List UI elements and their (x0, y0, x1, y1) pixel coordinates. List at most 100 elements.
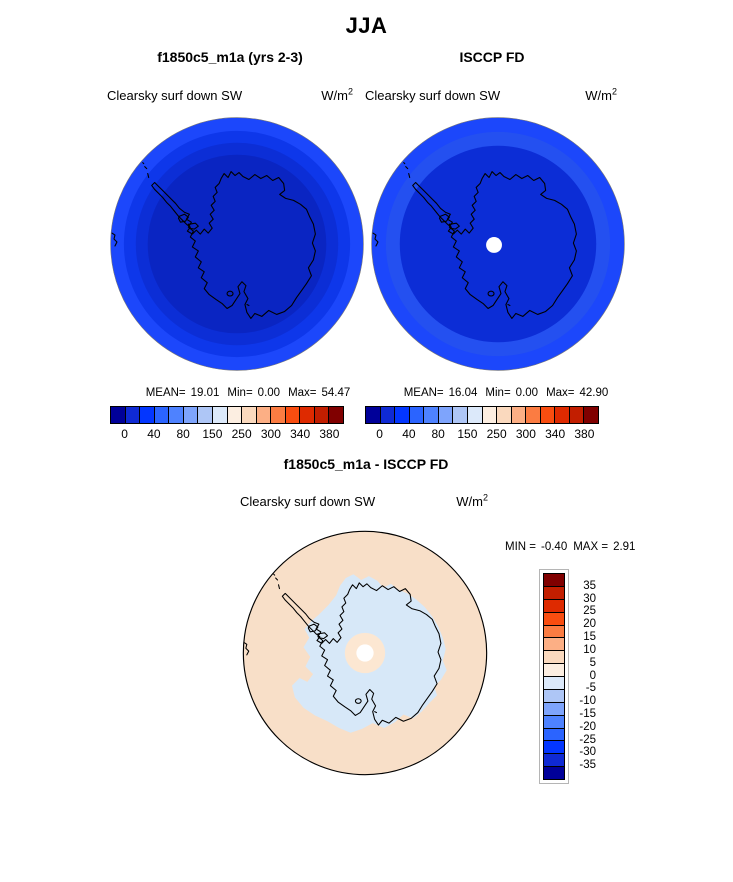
diff-colorbar-segment (544, 663, 564, 676)
season-title: JJA (345, 13, 388, 38)
colorbar-segment (211, 407, 227, 423)
obs-max-label: Max= (546, 387, 575, 399)
diff-colorbar-tick-label: -35 (579, 759, 596, 772)
colorbar-segment (270, 407, 285, 423)
diff-colorbar-segment (544, 598, 564, 612)
colorbar-segment (313, 407, 329, 423)
diff-colorbar-labels: 35 30 25 20 15 10 5 0 -5 -10 -15 -20 -25 -30 -35 (566, 573, 596, 778)
colorbar-tick-label: 380 (319, 427, 340, 441)
diff-colorbar-tick-label: -15 (579, 707, 596, 720)
obs-min-value: 0.00 (515, 387, 539, 399)
diff-colorbar-tick-label: 10 (583, 643, 596, 656)
model-max-value: 54.47 (321, 387, 351, 399)
diff-pole-dot (356, 644, 374, 662)
colorbar-segment (466, 407, 482, 423)
obs-subtitle-row: Clearsky surf down SW W/m2 (365, 86, 617, 103)
diff-colorbar-segment (544, 611, 564, 625)
colorbar-segment (452, 407, 467, 423)
colorbar-tick-label: 80 (431, 427, 445, 441)
colorbar-tick-label: 0 (376, 427, 383, 441)
colorbar-segment (481, 407, 497, 423)
diff-colorbar-tick-label: 15 (583, 631, 596, 644)
colorbar-segment (182, 407, 198, 423)
diff-colorbar-tick-label: -20 (579, 720, 596, 733)
colorbar-segment (525, 407, 540, 423)
colorbar-segment (168, 407, 183, 423)
colorbar-tick-label: 380 (574, 427, 595, 441)
colorbar-tick-label: 250 (231, 427, 252, 441)
diff-colorbar-segment (544, 727, 564, 741)
diff-colorbar-segment (544, 585, 564, 599)
colorbar-tick-label: 150 (202, 427, 223, 441)
colorbar-segment (328, 407, 343, 423)
obs-max-value: 42.90 (579, 387, 609, 399)
diff-colorbar-tick-label: -5 (585, 682, 596, 695)
diff-colorbar-tick-label: -10 (579, 695, 596, 708)
colorbar-segment (299, 407, 314, 423)
colorbar-segment (284, 407, 300, 423)
colorbar-segment (379, 407, 395, 423)
obs-colorbar-ticks: 0 40 80 150 250 300 340 380 (365, 427, 599, 441)
diff-colorbar-tick-label: 35 (583, 579, 596, 592)
colorbar-segment (423, 407, 438, 423)
model-subtitle-row: Clearsky surf down SW W/m2 (107, 86, 353, 103)
model-interior (147, 154, 327, 334)
colorbar-segment (437, 407, 453, 423)
diff-minmax-line: MIN = -0.40 MAX = 2.91 (505, 541, 635, 553)
obs-units-label: W/m2 (585, 86, 617, 103)
obs-mean-value: 16.04 (448, 387, 478, 399)
diff-colorbar-segment (544, 676, 564, 689)
diff-min-label: MIN = (505, 541, 536, 553)
diff-colorbar-tick-label: 25 (583, 605, 596, 618)
colorbar-segment (197, 407, 212, 423)
colorbar-segment (226, 407, 242, 423)
model-stats-line: MEAN= 19.01 Min= 0.00 Max= 54.47 (128, 387, 368, 399)
model-min-label: Min= (227, 387, 253, 399)
colorbar-segment (124, 407, 140, 423)
colorbar-tick-label: 0 (121, 427, 128, 441)
diff-colorbar-tick-label: 30 (583, 592, 596, 605)
obs-min-label: Min= (485, 387, 511, 399)
diff-max-label: MAX = (573, 541, 609, 553)
colorbar-segment (583, 407, 598, 423)
diff-colorbar-tick-label: 20 (583, 618, 596, 631)
colorbar-segment (496, 407, 511, 423)
diff-colorbar (543, 573, 565, 780)
diff-colorbar-tick-label: 5 (589, 656, 596, 669)
diff-colorbar-segment (544, 740, 564, 754)
diff-colorbar-segment (544, 688, 564, 702)
model-mean-value: 19.01 (190, 387, 220, 399)
diff-colorbar-segment (544, 766, 564, 779)
model-panel-title: f1850c5_m1a (yrs 2-3) (157, 49, 303, 65)
colorbar-segment (510, 407, 526, 423)
diff-colorbar-frame (539, 569, 569, 784)
diff-colorbar-segment (544, 753, 564, 767)
diff-colorbar-segment (544, 637, 564, 651)
colorbar-segment (255, 407, 271, 423)
colorbar-tick-label: 80 (176, 427, 190, 441)
diff-colorbar-segment (544, 574, 564, 586)
model-variable-label: Clearsky surf down SW (107, 88, 243, 103)
model-max-label: Max= (288, 387, 317, 399)
diff-colorbar-tick-label: -30 (579, 746, 596, 759)
colorbar-tick-label: 250 (486, 427, 507, 441)
colorbar-tick-label: 40 (147, 427, 161, 441)
diff-subtitle-row: Clearsky surf down SW W/m2 (240, 493, 488, 509)
colorbar-tick-label: 40 (402, 427, 416, 441)
model-units-label: W/m2 (321, 86, 353, 103)
diff-colorbar-segment (544, 650, 564, 664)
obs-stats-line: MEAN= 16.04 Min= 0.00 Max= 42.90 (386, 387, 626, 399)
model-colorbar (110, 406, 344, 424)
colorbar-segment (111, 407, 125, 423)
diff-panel-title: f1850c5_m1a - ISCCP FD (283, 456, 449, 472)
colorbar-segment (408, 407, 424, 423)
colorbar-segment (568, 407, 584, 423)
diff-colorbar-segment (544, 701, 564, 715)
diff-variable-label: Clearsky surf down SW (240, 494, 376, 509)
model-colorbar-ticks: 0 40 80 150 250 300 340 380 (110, 427, 344, 441)
colorbar-segment (539, 407, 555, 423)
diff-max-value: 2.91 (613, 541, 636, 553)
obs-mean-label: MEAN= (403, 387, 444, 399)
colorbar-segment (153, 407, 169, 423)
obs-colorbar (365, 406, 599, 424)
